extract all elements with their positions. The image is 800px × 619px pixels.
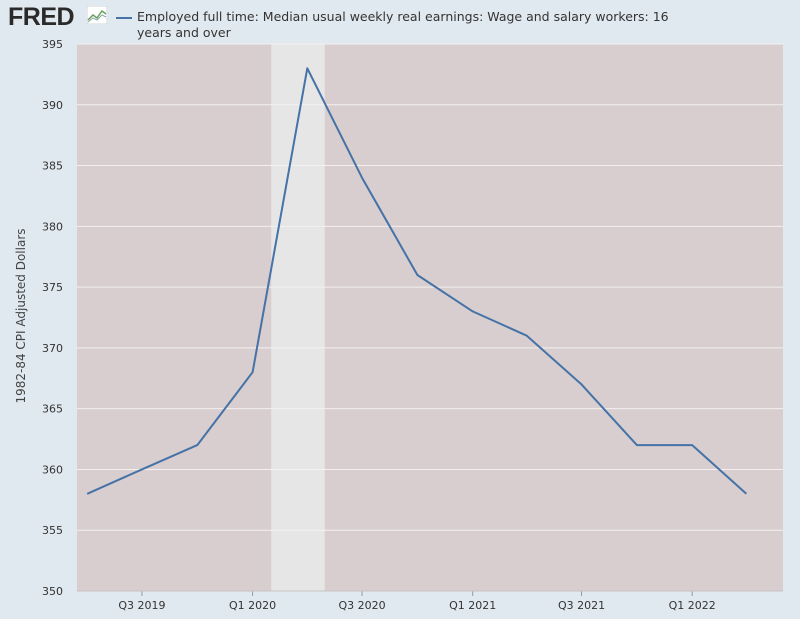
y-tick-label: 395: [42, 38, 63, 51]
fred-logo-chart-icon: [87, 6, 107, 24]
plot-background: [77, 44, 783, 591]
x-tick-label: Q3 2019: [118, 599, 165, 612]
y-tick-label: 380: [42, 220, 63, 233]
y-tick-label: 355: [42, 524, 63, 537]
x-tick-label: Q1 2022: [669, 599, 716, 612]
x-tick-label: Q3 2021: [558, 599, 605, 612]
y-tick-label: 375: [42, 281, 63, 294]
fred-logo: FRED: [8, 3, 75, 31]
y-tick-label: 365: [42, 403, 63, 416]
y-tick-label: 385: [42, 160, 63, 173]
x-tick-label: Q1 2020: [229, 599, 276, 612]
recession-shading: [271, 44, 325, 591]
x-tick-label: Q1 2021: [449, 599, 496, 612]
x-tick-label: Q3 2020: [338, 599, 385, 612]
y-tick-label: 360: [42, 463, 63, 476]
chart-legend: Employed full time: Median usual weekly …: [116, 9, 678, 41]
fred-logo-text: FRED: [8, 3, 75, 31]
legend-entry-label: Employed full time: Median usual weekly …: [137, 9, 669, 40]
y-tick-label: 390: [42, 99, 63, 112]
y-tick-label: 370: [42, 342, 63, 355]
legend-swatch: [116, 17, 132, 19]
y-tick-label: 350: [42, 585, 63, 598]
